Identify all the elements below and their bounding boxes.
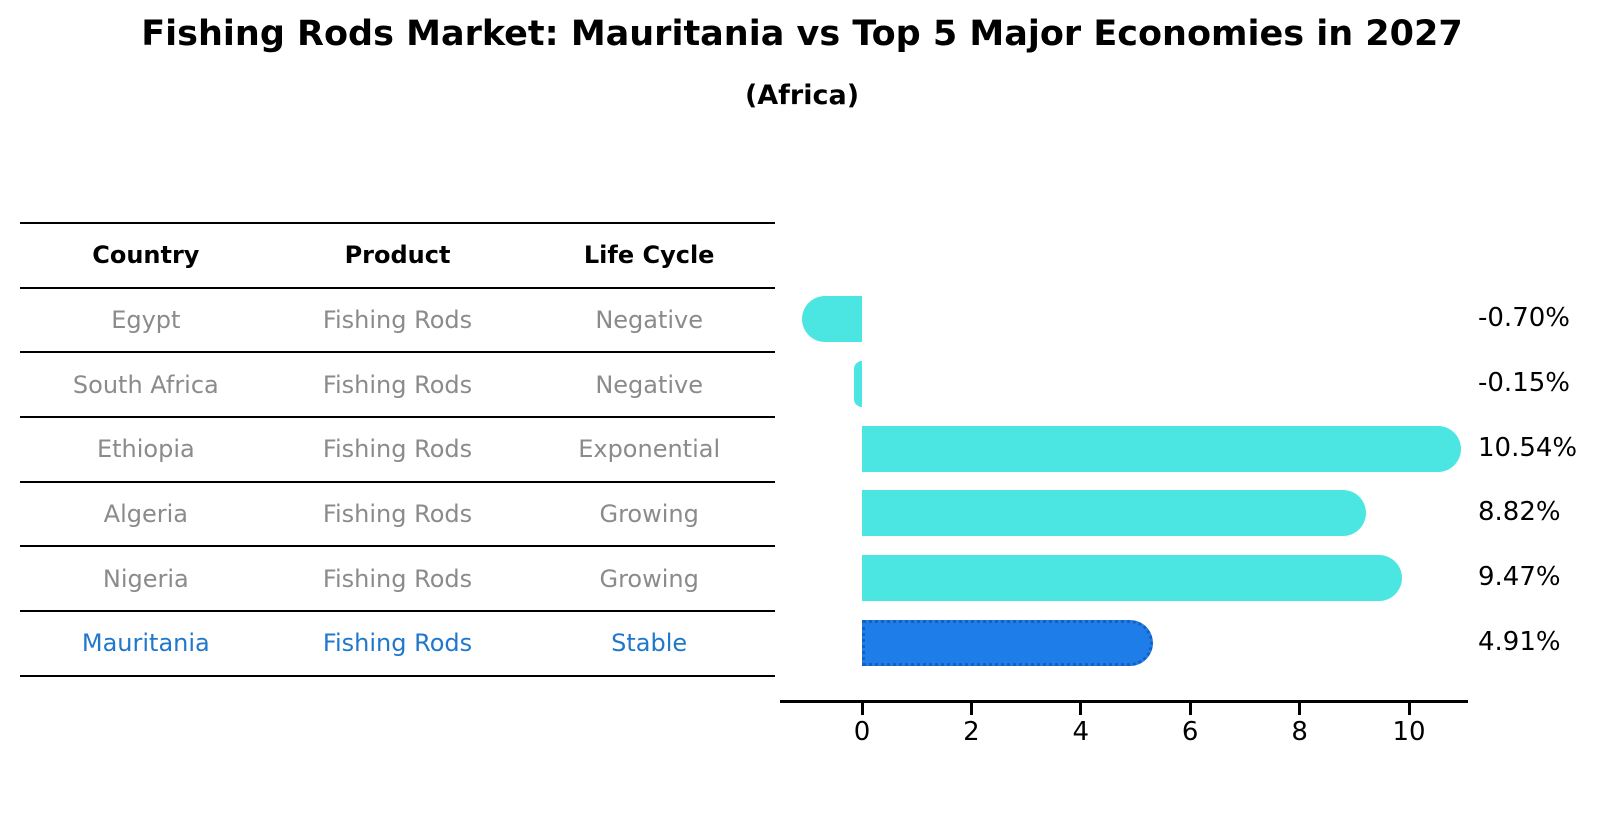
value-label-ethiopia: 10.54% bbox=[1478, 432, 1578, 463]
bar-mauritania bbox=[862, 619, 1153, 666]
column-header-country: Country bbox=[92, 241, 200, 270]
x-axis-tick bbox=[1407, 703, 1411, 715]
bar-algeria bbox=[862, 490, 1367, 537]
cell-product: Fishing Rods bbox=[322, 370, 473, 399]
bar-south-africa bbox=[853, 361, 862, 408]
table-row-mauritania: Mauritania Fishing Rods Stable bbox=[20, 612, 775, 677]
table-row-south-africa: South Africa Fishing Rods Negative bbox=[20, 353, 775, 419]
cell-life-cycle: Negative bbox=[595, 370, 704, 399]
cell-country: Mauritania bbox=[81, 629, 210, 658]
cell-life-cycle: Growing bbox=[599, 564, 699, 593]
x-axis-tick-label: 8 bbox=[1291, 717, 1308, 747]
table-header-row: Country Product Life Cycle bbox=[20, 224, 775, 289]
table-row-nigeria: Nigeria Fishing Rods Growing bbox=[20, 547, 775, 613]
column-header-product: Product bbox=[344, 241, 451, 270]
x-axis-tick-label: 6 bbox=[1181, 717, 1199, 747]
bar-chart-plot-area: 0 2 4 6 8 10 bbox=[780, 287, 1468, 747]
cell-product: Fishing Rods bbox=[322, 435, 473, 464]
value-label-nigeria: 9.47% bbox=[1478, 562, 1561, 593]
cell-product: Fishing Rods bbox=[322, 500, 473, 529]
cell-country: South Africa bbox=[72, 370, 219, 399]
column-header-life-cycle: Life Cycle bbox=[583, 241, 715, 270]
table-row-egypt: Egypt Fishing Rods Negative bbox=[20, 289, 775, 354]
comparison-table: Country Product Life Cycle Egypt Fishing Rod… bbox=[20, 222, 775, 677]
value-label-mauritania: 4.91% bbox=[1478, 626, 1561, 657]
bar-nigeria bbox=[862, 555, 1402, 602]
cell-product: Fishing Rods bbox=[322, 306, 473, 335]
cell-life-cycle: Stable bbox=[611, 629, 688, 658]
x-axis-tick bbox=[1188, 703, 1192, 715]
cell-life-cycle: Negative bbox=[595, 306, 704, 335]
value-label-algeria: 8.82% bbox=[1478, 497, 1561, 528]
value-label-south-africa: -0.15% bbox=[1478, 368, 1570, 399]
x-axis-tick bbox=[860, 703, 864, 715]
cell-life-cycle: Growing bbox=[599, 500, 699, 529]
x-axis-tick-label: 4 bbox=[1072, 717, 1090, 747]
cell-country: Nigeria bbox=[102, 564, 189, 593]
value-label-column: -0.70% -0.15% 10.54% 8.82% 9.47% 4.91% bbox=[1478, 287, 1604, 700]
x-axis-tick bbox=[969, 703, 973, 715]
chart-subtitle: (Africa) bbox=[744, 80, 860, 111]
cell-country: Ethiopia bbox=[96, 435, 195, 464]
cell-life-cycle: Exponential bbox=[578, 435, 721, 464]
x-axis-tick-label: 10 bbox=[1392, 717, 1426, 747]
x-axis-tick bbox=[1298, 703, 1302, 715]
bar-egypt bbox=[801, 296, 862, 343]
bar-ethiopia bbox=[862, 425, 1461, 472]
x-axis-tick-label: 0 bbox=[853, 717, 871, 747]
cell-country: Egypt bbox=[111, 306, 181, 335]
table-row-ethiopia: Ethiopia Fishing Rods Exponential bbox=[20, 418, 775, 483]
x-axis-tick-label: 2 bbox=[963, 717, 980, 747]
cell-product: Fishing Rods bbox=[322, 629, 473, 658]
x-axis-tick bbox=[1079, 703, 1083, 715]
value-label-egypt: -0.70% bbox=[1478, 303, 1570, 334]
chart-title: Fishing Rods Market: Mauritania vs Top 5… bbox=[141, 14, 1463, 54]
cell-country: Algeria bbox=[103, 500, 188, 529]
table-row-algeria: Algeria Fishing Rods Growing bbox=[20, 483, 775, 548]
cell-product: Fishing Rods bbox=[322, 564, 473, 593]
